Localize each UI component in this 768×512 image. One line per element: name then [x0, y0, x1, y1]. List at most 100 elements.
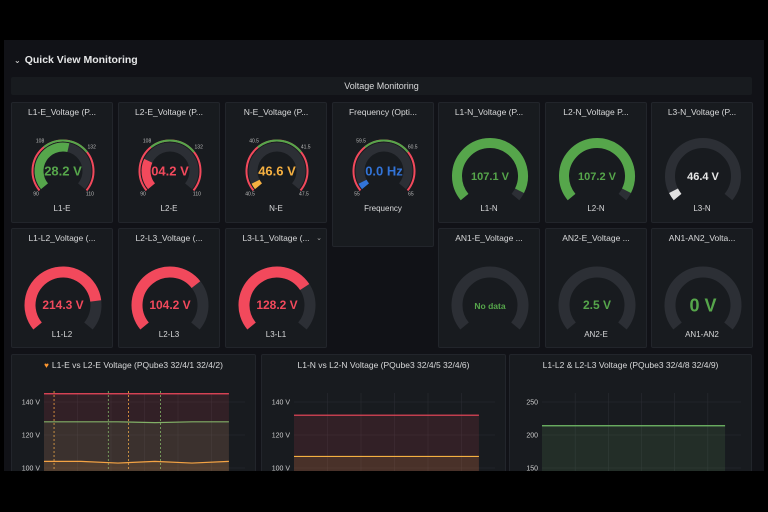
gauge-fill — [141, 158, 156, 190]
panel-title[interactable]: L1-L2_Voltage (... — [28, 233, 96, 243]
gauge-panel[interactable]: Frequency (Opti... 59.5 60.5 55 65 0.0 Hz Freq… — [332, 102, 434, 247]
panel-title[interactable]: Frequency (Opti... — [348, 107, 418, 117]
gauge-panel[interactable]: L1-E_Voltage (P... 108 132 90 110 28.2 V L1-E — [11, 102, 113, 223]
gauge-tick-label: 90 — [33, 192, 39, 198]
gauge-panel[interactable]: L2-N_Voltage P... 107.2 V L2-N — [545, 102, 647, 223]
panel-title-text: L1-E vs L2-E Voltage (PQube3 32/4/1 32/4… — [51, 360, 223, 370]
gauge-tick-label: 132 — [195, 144, 204, 150]
panel-title[interactable]: L3-L1_Voltage (... — [242, 233, 310, 243]
section-title: Voltage Monitoring — [11, 77, 752, 95]
gauge-tick-label: 41.5 — [301, 144, 311, 150]
gauge-svg: 2.5 V — [558, 266, 636, 330]
gauge-track — [664, 266, 742, 330]
gauge-fill — [452, 138, 528, 201]
panel-title[interactable]: L2-L3_Voltage (... — [135, 233, 203, 243]
series-area — [542, 425, 726, 471]
gauge-label: Frequency — [364, 204, 402, 213]
gauge-panel[interactable]: AN1-AN2_Volta... 0 V AN1-AN2 — [651, 228, 753, 348]
gauge-svg: 104.2 V — [131, 266, 209, 330]
y-tick-label: 100 V — [272, 466, 291, 472]
gauge-label: AN2-E — [584, 330, 608, 339]
series-line — [44, 421, 229, 424]
gauge-value: 214.3 V — [42, 298, 83, 312]
panel-title[interactable]: L2-E_Voltage (P... — [135, 107, 203, 117]
gauge-fill — [669, 188, 682, 201]
gauge-tick-label: 110 — [193, 192, 201, 198]
panel-title[interactable]: L2-N_Voltage P... — [563, 107, 629, 117]
panel-title[interactable]: L3-N_Voltage (P... — [667, 107, 737, 117]
gauge-panel[interactable]: L1-L2_Voltage (... 214.3 V L1-L2 — [11, 228, 113, 348]
series-area — [294, 456, 479, 471]
row-toggle[interactable]: ⌄ Quick View Monitoring — [14, 54, 138, 66]
timeseries-panel[interactable]: ♥ L1-E vs L2-E Voltage (PQube3 32/4/1 32/… — [11, 354, 256, 471]
gauge-panel[interactable]: L2-L3_Voltage (... 104.2 V L2-L3 — [118, 228, 220, 348]
y-tick-label: 250 — [526, 400, 538, 407]
gauge-value: 0.0 Hz — [365, 164, 403, 179]
panel-menu-icon[interactable]: ⌄ — [316, 235, 322, 242]
panel-title-text: L1-L2 & L2-L3 Voltage (PQube3 32/4/8 32/… — [542, 360, 719, 370]
gauge-fill — [34, 142, 70, 190]
chevron-down-icon: ⌄ — [14, 55, 21, 65]
gauge-panel[interactable]: L2-E_Voltage (P... 108 132 90 110 04.2 V L2-E — [118, 102, 220, 223]
gauge-fill — [238, 266, 310, 330]
gauge-label: L2-L3 — [158, 330, 180, 339]
series-area — [44, 461, 229, 471]
gauge-panel[interactable]: L3-N_Voltage (P... 46.4 V L3-N — [651, 102, 753, 223]
timeseries-svg: 140 V 120 V 100 V — [272, 393, 495, 472]
gauge-tick-label: 60.5 — [408, 144, 418, 150]
gauge-svg: 128.2 V — [238, 266, 316, 330]
gauge-value: 2.5 V — [583, 298, 611, 312]
gauge-value: No data — [474, 301, 505, 311]
gauge-fill — [251, 179, 263, 190]
gauge-panel[interactable]: AN2-E_Voltage ... 2.5 V AN2-E — [545, 228, 647, 348]
gauge-threshold-ok — [43, 139, 88, 153]
panel-title[interactable]: L1-N vs L2-N Voltage (PQube3 32/4/5 32/4… — [262, 360, 505, 370]
panel-title[interactable]: L1-L2 & L2-L3 Voltage (PQube3 32/4/8 32/… — [510, 360, 751, 370]
gauge-panel[interactable]: N-E_Voltage (P... 40.5 41.5 40.5 47.5 46.6 V N… — [225, 102, 327, 223]
gauge-tick-label: 108 — [36, 139, 45, 145]
gauge-panel[interactable]: L1-N_Voltage (P... 107.1 V L1-N — [438, 102, 540, 223]
gauge-value: 107.2 V — [578, 171, 617, 183]
panel-title[interactable]: L1-N_Voltage (P... — [454, 107, 524, 117]
gauge-tick-label: 40.5 — [245, 192, 255, 198]
panel-title[interactable]: AN2-E_Voltage ... — [562, 233, 630, 243]
gauge-label: L2-N — [587, 204, 605, 213]
series-area — [44, 421, 229, 471]
y-tick-label: 140 V — [272, 400, 291, 407]
series-line — [44, 460, 229, 464]
gauge-panel[interactable]: L3-L1_Voltage (... 128.2 V L3-L1 ⌄ — [225, 228, 327, 348]
panel-title[interactable]: L1-E_Voltage (P... — [28, 107, 96, 117]
gauge-track — [248, 142, 306, 190]
panel-title[interactable]: ♥ L1-E vs L2-E Voltage (PQube3 32/4/1 32/… — [12, 360, 255, 370]
gauge-svg: 59.5 60.5 55 65 0.0 Hz — [352, 139, 418, 198]
gauge-value: 28.2 V — [44, 164, 82, 179]
timeseries-panel[interactable]: L1-N vs L2-N Voltage (PQube3 32/4/5 32/4… — [261, 354, 506, 471]
gauge-label: AN1-AN2 — [685, 330, 719, 339]
gauge-svg: 108 132 90 110 04.2 V — [138, 139, 204, 198]
gauge-label: L3-L1 — [265, 330, 287, 339]
gauge-tick-label: 132 — [88, 144, 97, 150]
gauge-value: 104.2 V — [149, 298, 190, 312]
gauge-tick-label: 55 — [354, 192, 360, 198]
panel-title[interactable]: AN1-AN2_Volta... — [668, 233, 736, 243]
gauge-track — [558, 266, 636, 330]
timeseries-panel[interactable]: L1-L2 & L2-L3 Voltage (PQube3 32/4/8 32/… — [509, 354, 752, 471]
gauge-tick-label: 110 — [86, 192, 94, 198]
y-tick-label: 150 — [526, 466, 538, 472]
panel-title[interactable]: N-E_Voltage (P... — [243, 107, 309, 117]
gauge-threshold-ok — [257, 139, 302, 153]
panel-title[interactable]: AN1-E_Voltage ... — [455, 233, 523, 243]
gauge-label: L2-E — [160, 204, 178, 213]
gauge-tick-label: 90 — [140, 192, 146, 198]
gauge-track — [355, 142, 413, 190]
y-tick-label: 100 V — [22, 466, 41, 472]
gauge-label: L1-L2 — [51, 330, 73, 339]
gauge-panel[interactable]: AN1-E_Voltage ... No data — [438, 228, 540, 348]
series-area — [44, 393, 229, 471]
row-title: Quick View Monitoring — [24, 54, 138, 66]
dashboard-screen: ⌄ Quick View Monitoring Voltage Monitori… — [4, 40, 764, 471]
gauge-label: L1-E — [53, 204, 71, 213]
gauge-svg: 108 132 90 110 28.2 V — [31, 139, 97, 198]
timeseries-svg: 250 200 150 — [526, 393, 741, 472]
gauge-tick-label: 47.5 — [299, 192, 309, 198]
